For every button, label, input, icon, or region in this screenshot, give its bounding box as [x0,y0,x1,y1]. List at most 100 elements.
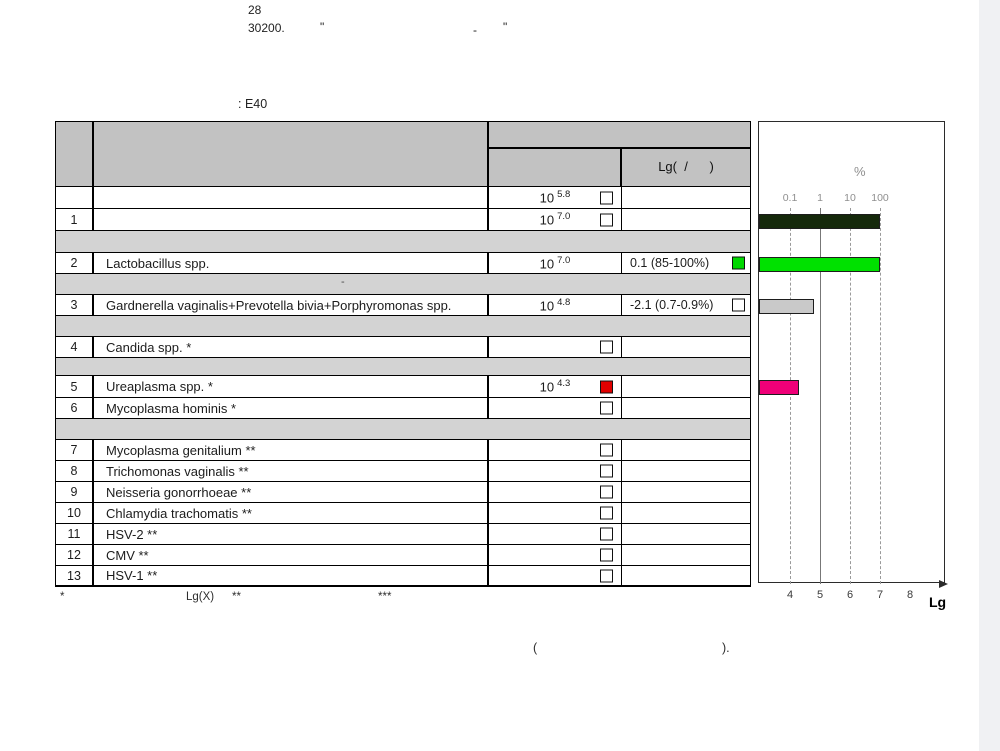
row-number: 7 [56,440,94,460]
table-row: 10 Chlamydia trachomatis ** [56,503,750,524]
checkbox[interactable] [600,191,613,204]
top-quote-a: " [320,20,325,34]
table-row: 2 Lactobacillus spp. 10 7.0 0.1 (85-100%) [56,253,750,274]
organism-name: Trichomonas vaginalis ** [94,461,489,481]
row-number: 2 [56,253,94,273]
table-row: 11 HSV-2 ** [56,524,750,545]
quantity-value: 10 4.3 [539,378,571,395]
organism-name: Chlamydia trachomatis ** [94,503,489,523]
quantity-cell: 10 4.8 [489,295,622,315]
bottom-axis-tick-label: 7 [876,589,884,601]
top-axis-tick-label: 1 [817,192,823,204]
table-row: 7 Mycoplasma genitalium ** [56,440,750,461]
lg-ratio-value: -2.1 (0.7-0.9%) [630,298,714,312]
checkbox[interactable] [600,569,613,582]
lg-ratio-cell [622,398,750,418]
quantity-cell: 10 4.3 [489,376,622,397]
lg-ratio-cell [622,461,750,481]
row-number: 4 [56,337,94,357]
row-number: 1 [56,209,94,230]
chart-bar [759,214,880,229]
separator-row [56,316,750,337]
quantity-cell [489,337,622,357]
row-number: 8 [56,461,94,481]
checkbox[interactable] [600,401,613,415]
row-number: 6 [56,398,94,418]
chart-bar [759,299,814,314]
top-axis-tick-label: 100 [871,192,889,204]
lg-ratio-cell: -2.1 (0.7-0.9%) [622,295,750,315]
lg-axis-label: Lg [929,594,947,610]
checkbox[interactable] [600,506,613,520]
lg-ratio-cell [622,524,750,544]
checkbox[interactable] [600,340,613,354]
checkbox[interactable] [732,298,745,312]
separator-dash: - [341,276,345,288]
row-number [56,187,94,208]
lg-column-header: Lg( / ) [658,159,714,174]
row-number: 10 [56,503,94,523]
chart-bar [759,257,880,272]
checkbox[interactable] [600,213,613,226]
section-label: : E40 [238,97,268,111]
top-axis-tick-label: 0.1 [782,192,798,204]
chart-gridline [849,208,851,584]
row-number: 3 [56,295,94,315]
checkbox[interactable] [600,380,613,393]
header-divider [620,147,622,186]
bottom-axis-tick-label: 6 [846,589,854,601]
table-row: 3 Gardnerella vaginalis+Prevotella bivia… [56,295,750,316]
quantity-cell [489,566,622,585]
bottom-axis-tick-label: 8 [906,589,914,601]
checkbox[interactable] [600,464,613,478]
table-row: 1 10 7.0 [56,209,750,231]
header-divider [487,122,489,186]
separator-row: - [56,274,750,295]
table-row: 4 Candida spp. * [56,337,750,358]
row-number: 5 [56,376,94,397]
axis-arrow-icon [939,579,948,588]
footnote-star: * [60,591,65,603]
chart-bar [759,380,799,395]
top-number-line2: 30200. [248,21,285,35]
chart-plot: % Lg 0.1 1 10 100 4 5 6 7 8 [758,121,948,610]
lg-ratio-value: 0.1 (85-100%) [630,256,710,270]
quantity-cell [489,482,622,502]
lg-ratio-cell [622,376,750,397]
bottom-axis-tick-label: 5 [816,589,824,601]
lg-ratio-cell [622,440,750,460]
quantity-cell [489,524,622,544]
checkbox[interactable] [600,527,613,541]
closing-note-close: ). [722,641,730,655]
lg-ratio-cell [622,187,750,208]
viewer-page-edge [979,0,1000,751]
organism-name [94,209,489,230]
lg-ratio-cell [622,545,750,565]
table-row: 10 5.8 [56,187,750,209]
separator-row [56,231,750,253]
checkbox[interactable] [600,485,613,499]
checkbox[interactable] [732,256,745,270]
quantity-value: 10 5.8 [539,189,571,206]
quantity-cell [489,545,622,565]
quantity-cell [489,503,622,523]
row-number: 12 [56,545,94,565]
closing-note-open: ( [533,641,538,655]
organism-name: Mycoplasma hominis * [94,398,489,418]
separator-row [56,358,750,376]
organism-name: HSV-1 ** [94,566,489,585]
organism-name: Lactobacillus spp. [94,253,489,273]
lg-ratio-cell [622,503,750,523]
quantity-cell [489,398,622,418]
organism-name [94,187,489,208]
top-axis-tick-label: 10 [844,192,856,204]
organism-name: Mycoplasma genitalium ** [94,440,489,460]
quantity-value: 10 7.0 [539,254,571,272]
row-number: 11 [56,524,94,544]
bottom-axis-tick-label: 4 [786,589,794,601]
percent-axis-label: % [854,164,866,179]
quantity-cell: 10 5.8 [489,187,622,208]
checkbox[interactable] [600,548,613,562]
checkbox[interactable] [600,443,613,457]
